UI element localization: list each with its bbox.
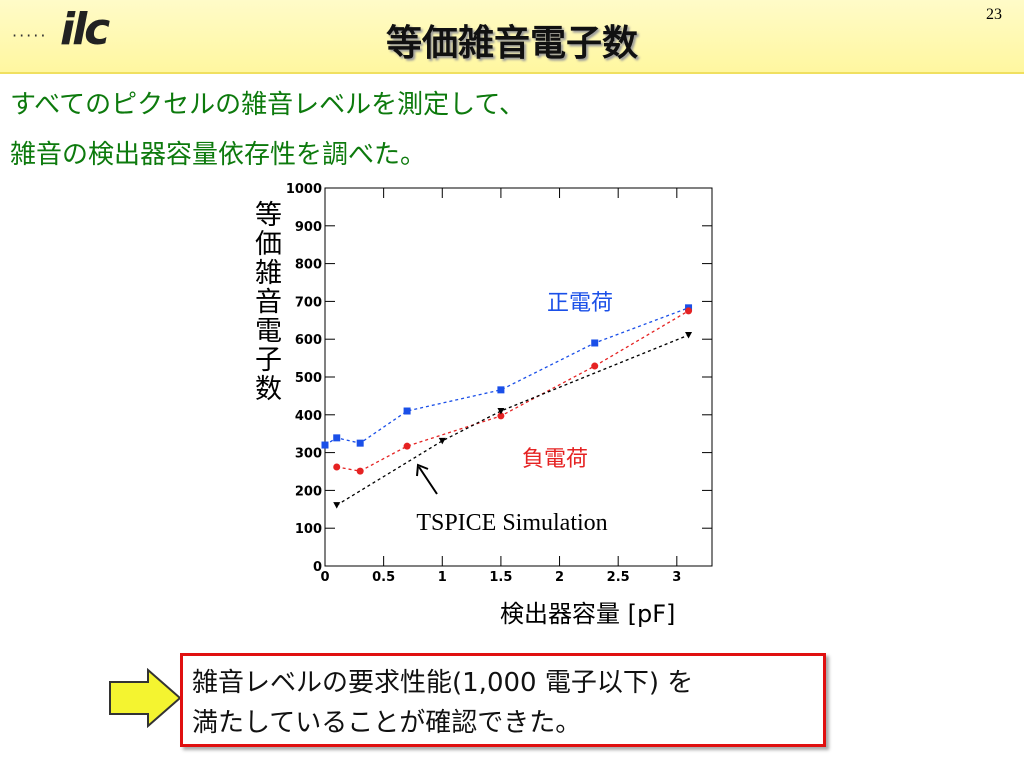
conclusion-line: 雑音レベルの要求性能(1,000 電子以下) を (192, 668, 694, 698)
annotation-arrow (418, 466, 438, 495)
y-tick-label: 700 (295, 295, 322, 310)
data-point (403, 442, 411, 450)
logo: ilc (60, 4, 110, 55)
data-point (497, 386, 505, 394)
y-tick-label: 100 (295, 522, 322, 537)
page-number: 23 (986, 6, 1002, 23)
data-point (333, 463, 341, 471)
x-tick-label: 1 (438, 570, 447, 585)
series-line (324, 307, 689, 446)
x-tick-label: 3 (672, 570, 681, 585)
series-line (336, 334, 689, 506)
y-tick-label: 900 (295, 220, 322, 235)
x-tick-label: 2.5 (607, 570, 630, 585)
x-axis-label: 検出器容量 [pF] (500, 600, 676, 628)
data-point (591, 339, 599, 347)
logo-dots: ····· (12, 26, 48, 45)
data-point (438, 437, 446, 445)
conclusion-line: 満たしていることが確認できた。 (192, 708, 582, 738)
y-tick-label: 600 (295, 333, 322, 348)
y-tick-label: 400 (295, 409, 322, 424)
x-tick-label: 0 (320, 570, 329, 585)
y-tick-label: 0 (313, 560, 322, 575)
intro-line: すべてのピクセルの雑音レベルを測定して、 (10, 90, 526, 120)
data-point (497, 412, 505, 420)
y-tick-label: 500 (295, 371, 322, 386)
series-label: 負電荷 (522, 447, 588, 472)
x-tick-label: 2 (555, 570, 564, 585)
data-point (333, 502, 341, 509)
data-point (356, 467, 364, 475)
data-point (333, 434, 341, 442)
slide-title: 等価雑音電子数 (385, 23, 638, 64)
annotation-arrowhead (416, 463, 429, 477)
data-point (685, 307, 693, 315)
series-label: TSPICE Simulation (416, 510, 607, 536)
y-tick-label: 800 (295, 258, 322, 273)
data-point (591, 362, 599, 370)
data-point (685, 332, 693, 339)
y-tick-label: 1000 (286, 182, 322, 197)
y-tick-label: 300 (295, 447, 322, 462)
data-point (403, 407, 411, 415)
conclusion-box (180, 653, 826, 747)
x-tick-label: 1.5 (489, 570, 512, 585)
arrow-icon (109, 668, 182, 728)
y-axis-label: 等価雑音電子数 (250, 200, 281, 403)
header-band (0, 0, 1024, 74)
data-point (356, 439, 364, 447)
y-tick-label: 200 (295, 484, 322, 499)
series-line (336, 310, 689, 472)
data-point (321, 441, 329, 449)
series-label: 正電荷 (547, 291, 613, 316)
data-point (497, 408, 505, 415)
intro-line: 雑音の検出器容量依存性を調べた。 (10, 140, 427, 170)
x-tick-label: 0.5 (372, 570, 395, 585)
